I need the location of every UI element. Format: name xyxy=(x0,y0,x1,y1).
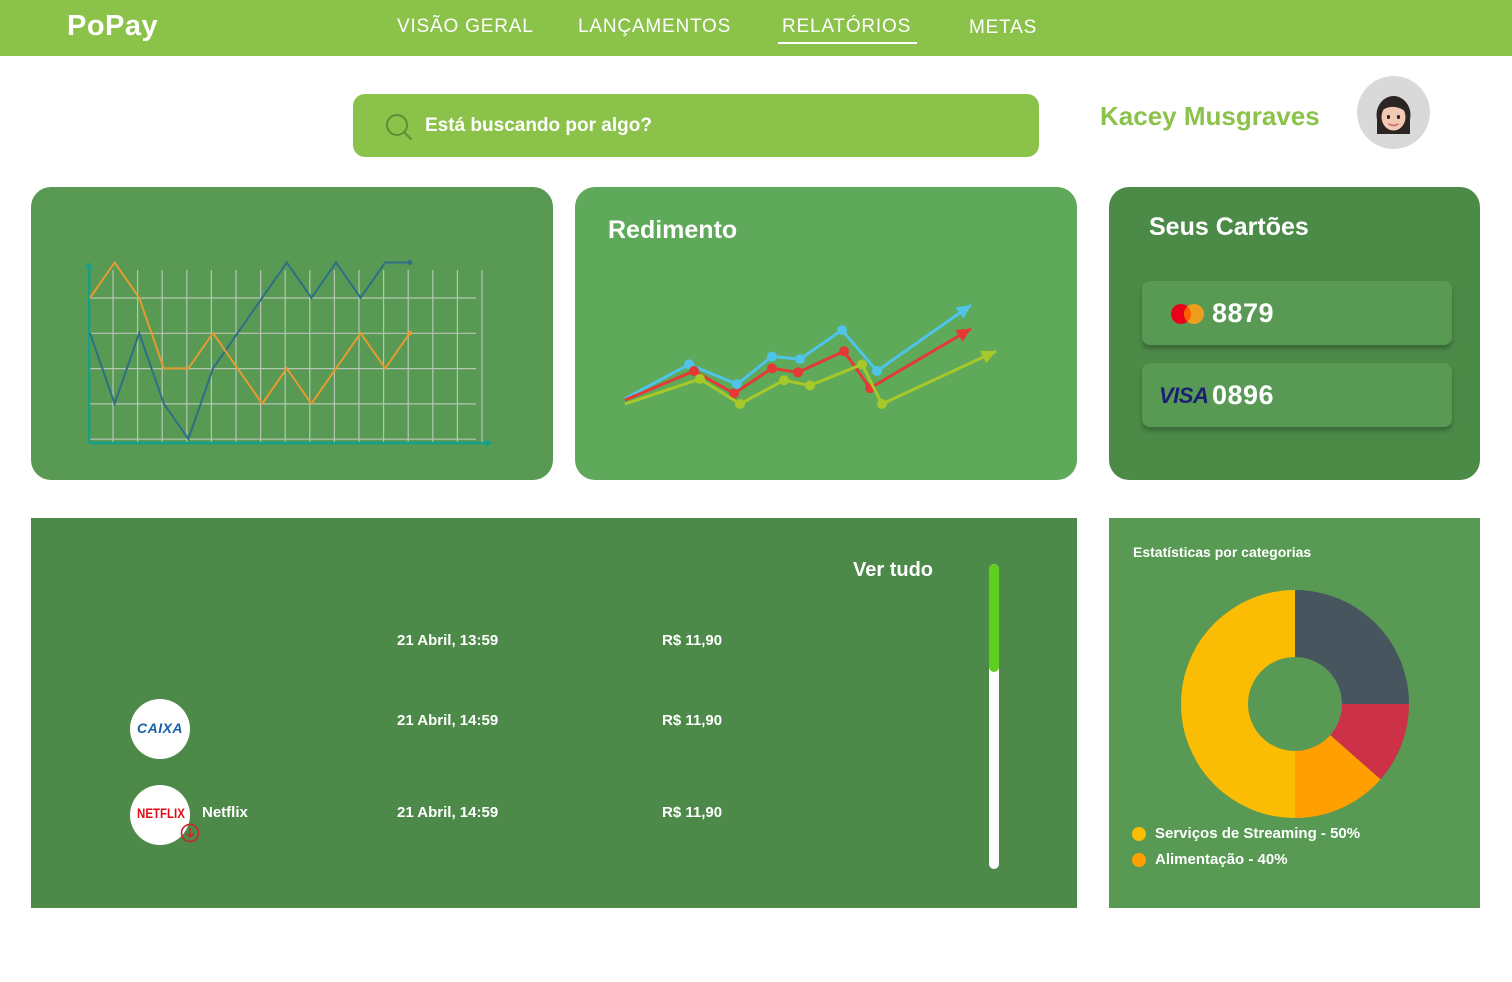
data-point xyxy=(857,359,867,370)
series-line-dark-blue xyxy=(89,260,410,442)
cards-title: Seus Cartões xyxy=(1149,213,1309,241)
search-icon xyxy=(385,113,413,146)
legend-dot xyxy=(1132,827,1146,841)
stats-title: Estatísticas por categorias xyxy=(1133,544,1312,560)
avatar[interactable] xyxy=(1357,76,1430,149)
line-chart-card xyxy=(31,187,553,480)
caixa-logo: CAIXA xyxy=(130,699,190,759)
transaction-amount: R$ 11,90 xyxy=(662,804,723,821)
nav-item-visao-geral[interactable]: VISÃO GERAL xyxy=(397,16,534,37)
transaction-amount: R$ 11,90 xyxy=(662,632,723,649)
nav-item-relatorios[interactable]: RELATÓRIOS xyxy=(782,16,912,37)
nav-item-lancamentos[interactable]: LANÇAMENTOS xyxy=(578,16,732,37)
see-all-link[interactable]: Ver tudo xyxy=(853,559,934,581)
series-line-blue xyxy=(624,303,972,401)
donut-slice-1 xyxy=(1181,590,1295,818)
y-axis-arrow xyxy=(85,262,93,268)
data-point xyxy=(839,346,849,357)
data-point xyxy=(735,399,745,409)
scrollbar-thumb[interactable] xyxy=(989,564,999,672)
rendimento-chart xyxy=(624,303,997,409)
data-point xyxy=(837,325,847,336)
series-end-point xyxy=(407,260,413,265)
brand-logo[interactable]: PoPay xyxy=(67,10,159,42)
data-point xyxy=(689,366,699,376)
card-number: 0896 xyxy=(1212,380,1275,410)
rendimento-card: Redimento xyxy=(575,187,1077,480)
data-point xyxy=(872,366,882,376)
donut-hole xyxy=(1248,657,1342,751)
data-point xyxy=(805,380,815,391)
data-point xyxy=(767,351,777,362)
arrow-head xyxy=(980,350,996,364)
data-point xyxy=(793,367,803,378)
series-line-red xyxy=(624,327,972,402)
legend-dot xyxy=(1132,853,1146,867)
series-line-yellow-green xyxy=(624,349,997,406)
data-point xyxy=(795,354,805,365)
download-arrow-icon xyxy=(180,823,200,848)
transaction-date: 21 Abril, 14:59 xyxy=(397,712,499,729)
data-point xyxy=(767,363,777,374)
cards-panel: Seus Cartões 8879 VISA 0896 xyxy=(1109,187,1480,480)
arrow-head xyxy=(955,328,971,342)
line-chart-1 xyxy=(85,260,492,447)
series-end-point xyxy=(407,330,413,336)
x-axis-arrow xyxy=(486,439,492,447)
data-point xyxy=(779,375,789,386)
avatar-emoji-icon xyxy=(1376,96,1411,134)
category-donut-chart xyxy=(1181,590,1409,818)
card-mastercard[interactable]: 8879 xyxy=(1142,281,1452,345)
transaction-name: Netflix xyxy=(202,804,248,821)
search-bar[interactable]: Está buscando por algo? xyxy=(353,94,1039,157)
series-line-orange xyxy=(89,260,411,406)
rendimento-title: Redimento xyxy=(608,216,738,244)
user-name: Kacey Musgraves xyxy=(1100,101,1320,131)
transaction-date: 21 Abril, 13:59 xyxy=(397,632,499,649)
data-point xyxy=(695,373,705,384)
search-input[interactable]: Está buscando por algo? xyxy=(425,115,652,136)
arrow-head xyxy=(955,305,971,319)
data-point xyxy=(732,379,742,390)
card-number: 8879 xyxy=(1212,298,1275,328)
transaction-date: 21 Abril, 14:59 xyxy=(397,804,499,821)
top-navbar: PoPay VISÃO GERAL LANÇAMENTOS RELATÓRIOS… xyxy=(0,0,1512,56)
mastercard-icon xyxy=(1170,303,1206,330)
data-point xyxy=(877,399,887,409)
visa-logo: VISA xyxy=(1159,383,1209,408)
netflix-logo: NETFLIX xyxy=(130,785,190,845)
scrollbar-track[interactable] xyxy=(989,564,999,869)
transaction-amount: R$ 11,90 xyxy=(662,712,723,729)
active-nav-indicator xyxy=(778,42,917,44)
transactions-panel: Ver tudo 21 Abril, 13:59 R$ 11,90 CAIXA … xyxy=(31,518,1077,908)
stats-panel: Estatísticas por categorias Serviços de … xyxy=(1109,518,1480,908)
card-visa[interactable]: VISA 0896 xyxy=(1142,363,1452,427)
nav-item-metas[interactable]: METAS xyxy=(969,17,1038,38)
data-point xyxy=(729,388,739,399)
